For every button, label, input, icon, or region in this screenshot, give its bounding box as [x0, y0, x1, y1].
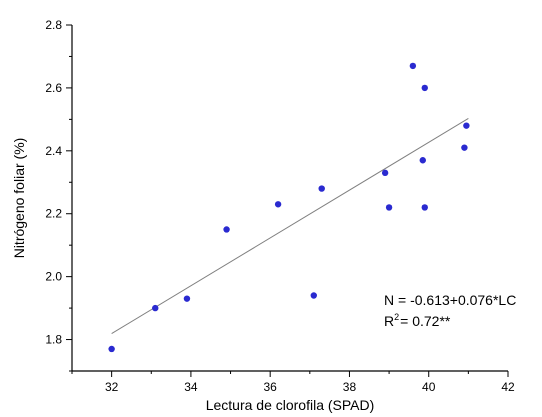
- regression-line: [111, 117, 469, 334]
- data-point: [409, 62, 417, 70]
- data-point: [318, 185, 325, 192]
- y-tick-label: 2.0: [45, 270, 62, 284]
- data-point: [381, 169, 389, 177]
- data-point: [310, 292, 317, 299]
- fit-line-layer: [111, 117, 469, 334]
- data-point: [419, 157, 426, 164]
- data-point: [108, 345, 115, 353]
- r-squared-symbol: R: [384, 313, 394, 329]
- r-squared-superscript: 2: [394, 312, 399, 322]
- x-tick-label: 34: [184, 380, 198, 394]
- y-tick-label: 2.4: [45, 144, 62, 158]
- data-point: [274, 201, 282, 208]
- x-axis-title: Lectura de clorofila (SPAD): [206, 397, 375, 413]
- y-tick-label: 2.8: [45, 18, 62, 32]
- x-tick-label: 42: [501, 380, 515, 394]
- x-tick-label: 40: [422, 380, 436, 394]
- x-tick-label: 32: [105, 380, 119, 394]
- regression-equation: N = -0.613+0.076*LC: [384, 292, 516, 308]
- y-tick-label: 2.6: [45, 81, 62, 95]
- data-point: [152, 304, 159, 312]
- axes-layer: 32 34 36 38 40 42 1.8 2.0 2.2 2.4 2.6 2.8: [45, 18, 515, 394]
- y-tick-label: 1.8: [45, 333, 62, 347]
- y-axis-title: Nitrógeno foliar (%): [11, 138, 27, 259]
- x-tick-label: 38: [343, 380, 357, 394]
- points-layer: [108, 62, 470, 353]
- data-point: [385, 204, 393, 211]
- data-point: [183, 295, 191, 302]
- r-squared-value: = 0.72**: [400, 313, 451, 329]
- y-tick-label: 2.2: [45, 207, 62, 221]
- data-point: [463, 122, 470, 129]
- x-tick-label: 36: [264, 380, 278, 394]
- r-squared-annotation: R2= 0.72**: [384, 312, 451, 329]
- data-point: [461, 144, 468, 151]
- data-point: [223, 226, 230, 233]
- data-point: [421, 84, 428, 92]
- data-point: [421, 204, 428, 211]
